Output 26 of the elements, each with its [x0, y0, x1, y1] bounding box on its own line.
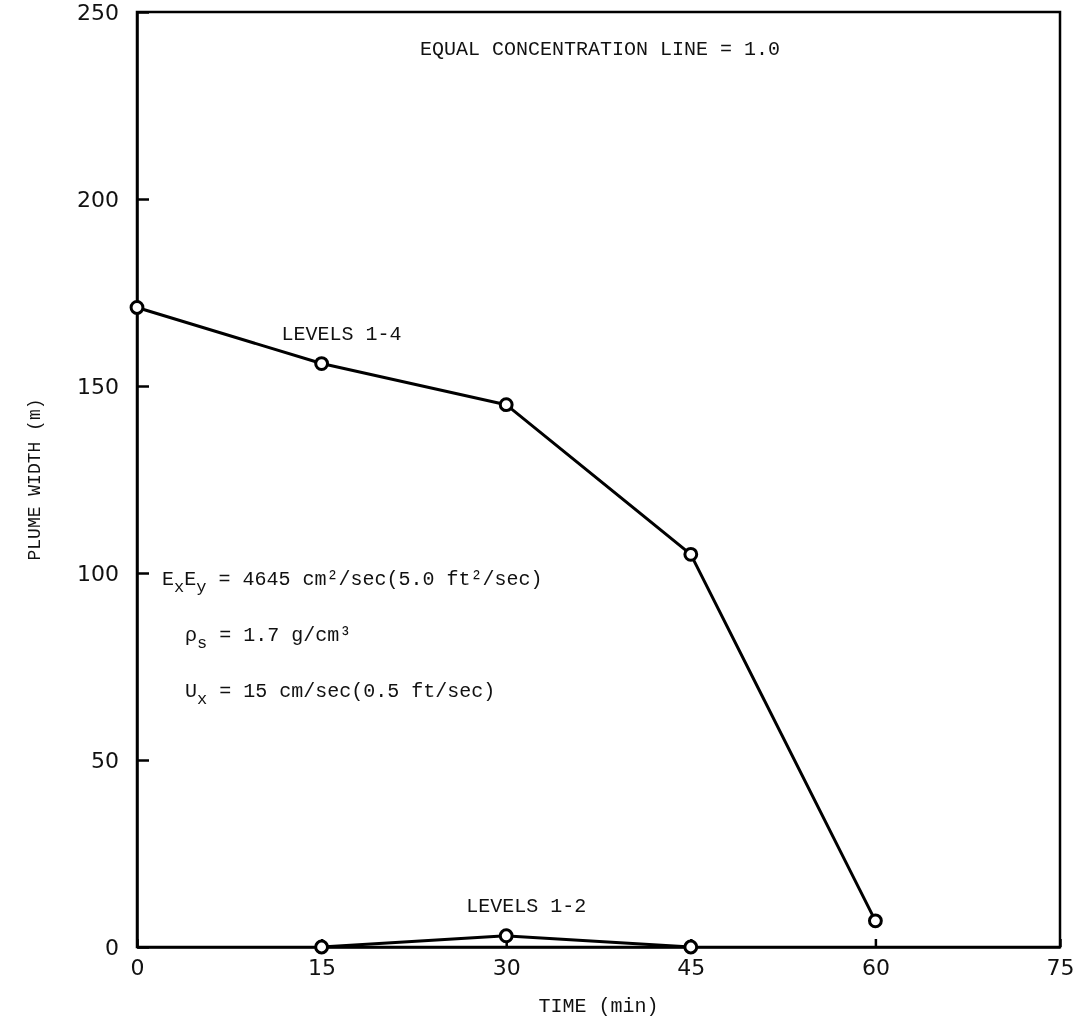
annotation: E$_{x}$E$_{y}$ = 4645 cm²/sec(5.0 ft²/sec): [162, 568, 543, 597]
point: [129, 300, 145, 315]
point: [867, 913, 883, 929]
y-tick-label: 50: [91, 747, 119, 773]
series-label: LEVELS 1-4: [281, 322, 402, 346]
annotation: U$_{x}$ = 15 cm/sec(0.5 ft/sec): [185, 680, 496, 709]
x-tick-label: 15: [308, 954, 337, 980]
point: [314, 356, 330, 371]
y-tick-label: 100: [77, 560, 119, 586]
point: [498, 928, 514, 944]
y-tick-label: 0: [105, 934, 119, 960]
y-tick-label: 150: [77, 373, 119, 399]
series-label: LEVELS 1-2: [466, 894, 587, 918]
annotation: ρ$_{s}$ = 1.7 g/cm³: [185, 624, 352, 653]
x-tick-label: 45: [677, 954, 706, 980]
x-tick-label: 0: [130, 954, 145, 980]
y-tick-label: 250: [77, 0, 119, 25]
x-tick-label: 75: [1046, 954, 1073, 980]
x-tick-label: 60: [861, 954, 890, 980]
annotation: EQUAL CONCENTRATION LINE = 1.0: [419, 38, 781, 61]
x-tick-label: 30: [492, 954, 521, 980]
y-tick-label: 200: [77, 186, 119, 212]
x-axis-title: TIME (min): [538, 995, 659, 1018]
point: [683, 546, 699, 562]
point: [498, 397, 514, 413]
y-axis-title: PLUME WIDTH (m): [25, 398, 45, 561]
